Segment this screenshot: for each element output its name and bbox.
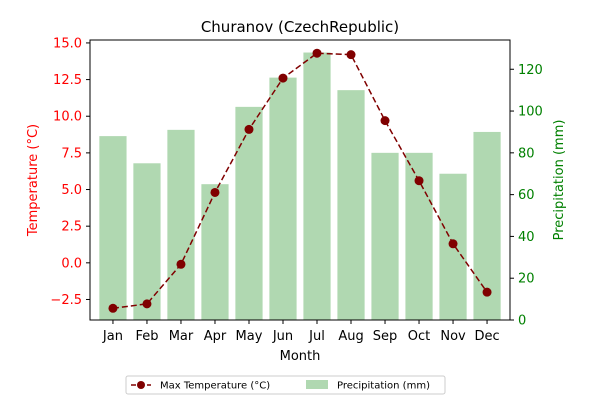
legend-item-precipitation: Precipitation (mm) [337, 381, 430, 392]
y-left-tick-label: 5.0 [61, 183, 82, 198]
precipitation-bar-jun [269, 77, 297, 320]
temperature-point-sep [380, 116, 390, 126]
legend-box [125, 375, 446, 395]
chart-title: Churanov (CzechRepublic) [201, 18, 399, 36]
y-right-tick-label: 40 [518, 230, 535, 245]
y-right-tick-label: 100 [518, 105, 543, 120]
temperature-point-dec [482, 287, 492, 297]
precipitation-bar-mar [167, 129, 195, 320]
y-left-tick-label: 0.0 [61, 256, 82, 271]
temperature-point-nov [448, 239, 458, 249]
y-axis-left-label: Temperature (°C) [26, 124, 41, 237]
legend: Max Temperature (°C) Precipitation (mm) [125, 375, 446, 395]
y-axis-left: −2.5 0.0 2.5 5.0 7.5 10.0 12.5 15.0 [50, 36, 90, 308]
temperature-point-oct [414, 176, 424, 186]
y-right-tick-label: 120 [518, 63, 543, 78]
y-left-tick-label: 10.0 [53, 110, 82, 125]
x-tick-label: Nov [440, 329, 466, 344]
x-tick-label: May [236, 329, 263, 344]
temperature-point-apr [210, 187, 220, 197]
line-series [108, 48, 492, 313]
y-left-tick-label: 2.5 [61, 220, 82, 235]
y-right-tick-label: 0 [518, 314, 526, 329]
legend-item-temperature: Max Temperature (°C) [160, 381, 270, 392]
temperature-point-may [244, 124, 254, 134]
temperature-point-feb [142, 299, 152, 309]
precipitation-bar-aug [337, 90, 365, 320]
x-tick-label: Mar [169, 329, 194, 344]
precipitation-bar-feb [133, 163, 161, 320]
x-axis-label: Month [280, 349, 321, 364]
plot-frame [89, 39, 511, 321]
y-right-tick-label: 20 [518, 272, 535, 287]
legend-line-marker [137, 381, 145, 389]
precipitation-bar-jan [99, 136, 127, 320]
x-tick-label: Jul [308, 329, 325, 344]
y-left-tick-label: −2.5 [50, 293, 82, 308]
y-left-tick-label: 7.5 [61, 146, 82, 161]
y-left-tick-label: 12.5 [53, 73, 82, 88]
temperature-point-jul [312, 48, 322, 58]
x-tick-label: Aug [338, 329, 363, 344]
x-axis: Jan Feb Mar Apr May Jun Jul Aug Sep Oct Nov Dec [102, 320, 500, 344]
x-tick-label: Apr [204, 329, 227, 344]
x-tick-label: Jun [272, 329, 293, 344]
precipitation-bar-jul [303, 52, 331, 320]
precipitation-bar-may [235, 106, 263, 321]
temperature-point-aug [346, 50, 356, 60]
temperature-point-mar [176, 259, 186, 269]
legend-bar-swatch [306, 380, 328, 389]
x-tick-label: Sep [373, 329, 398, 344]
temperature-point-jun [278, 73, 288, 83]
x-tick-label: Dec [474, 329, 499, 344]
precipitation-bar-apr [201, 184, 229, 320]
y-axis-right-label: Precipitation (mm) [552, 120, 567, 241]
y-axis-right: 0 20 40 60 80 100 120 [510, 63, 543, 329]
temperature-point-jan [108, 303, 118, 313]
x-tick-label: Oct [408, 329, 430, 344]
x-tick-label: Jan [102, 329, 123, 344]
y-right-tick-label: 60 [518, 188, 535, 203]
precipitation-bar-sep [371, 152, 399, 320]
x-tick-label: Feb [135, 329, 158, 344]
y-left-tick-label: 15.0 [53, 36, 82, 51]
temperature-line [112, 52, 488, 310]
y-right-tick-label: 80 [518, 146, 535, 161]
